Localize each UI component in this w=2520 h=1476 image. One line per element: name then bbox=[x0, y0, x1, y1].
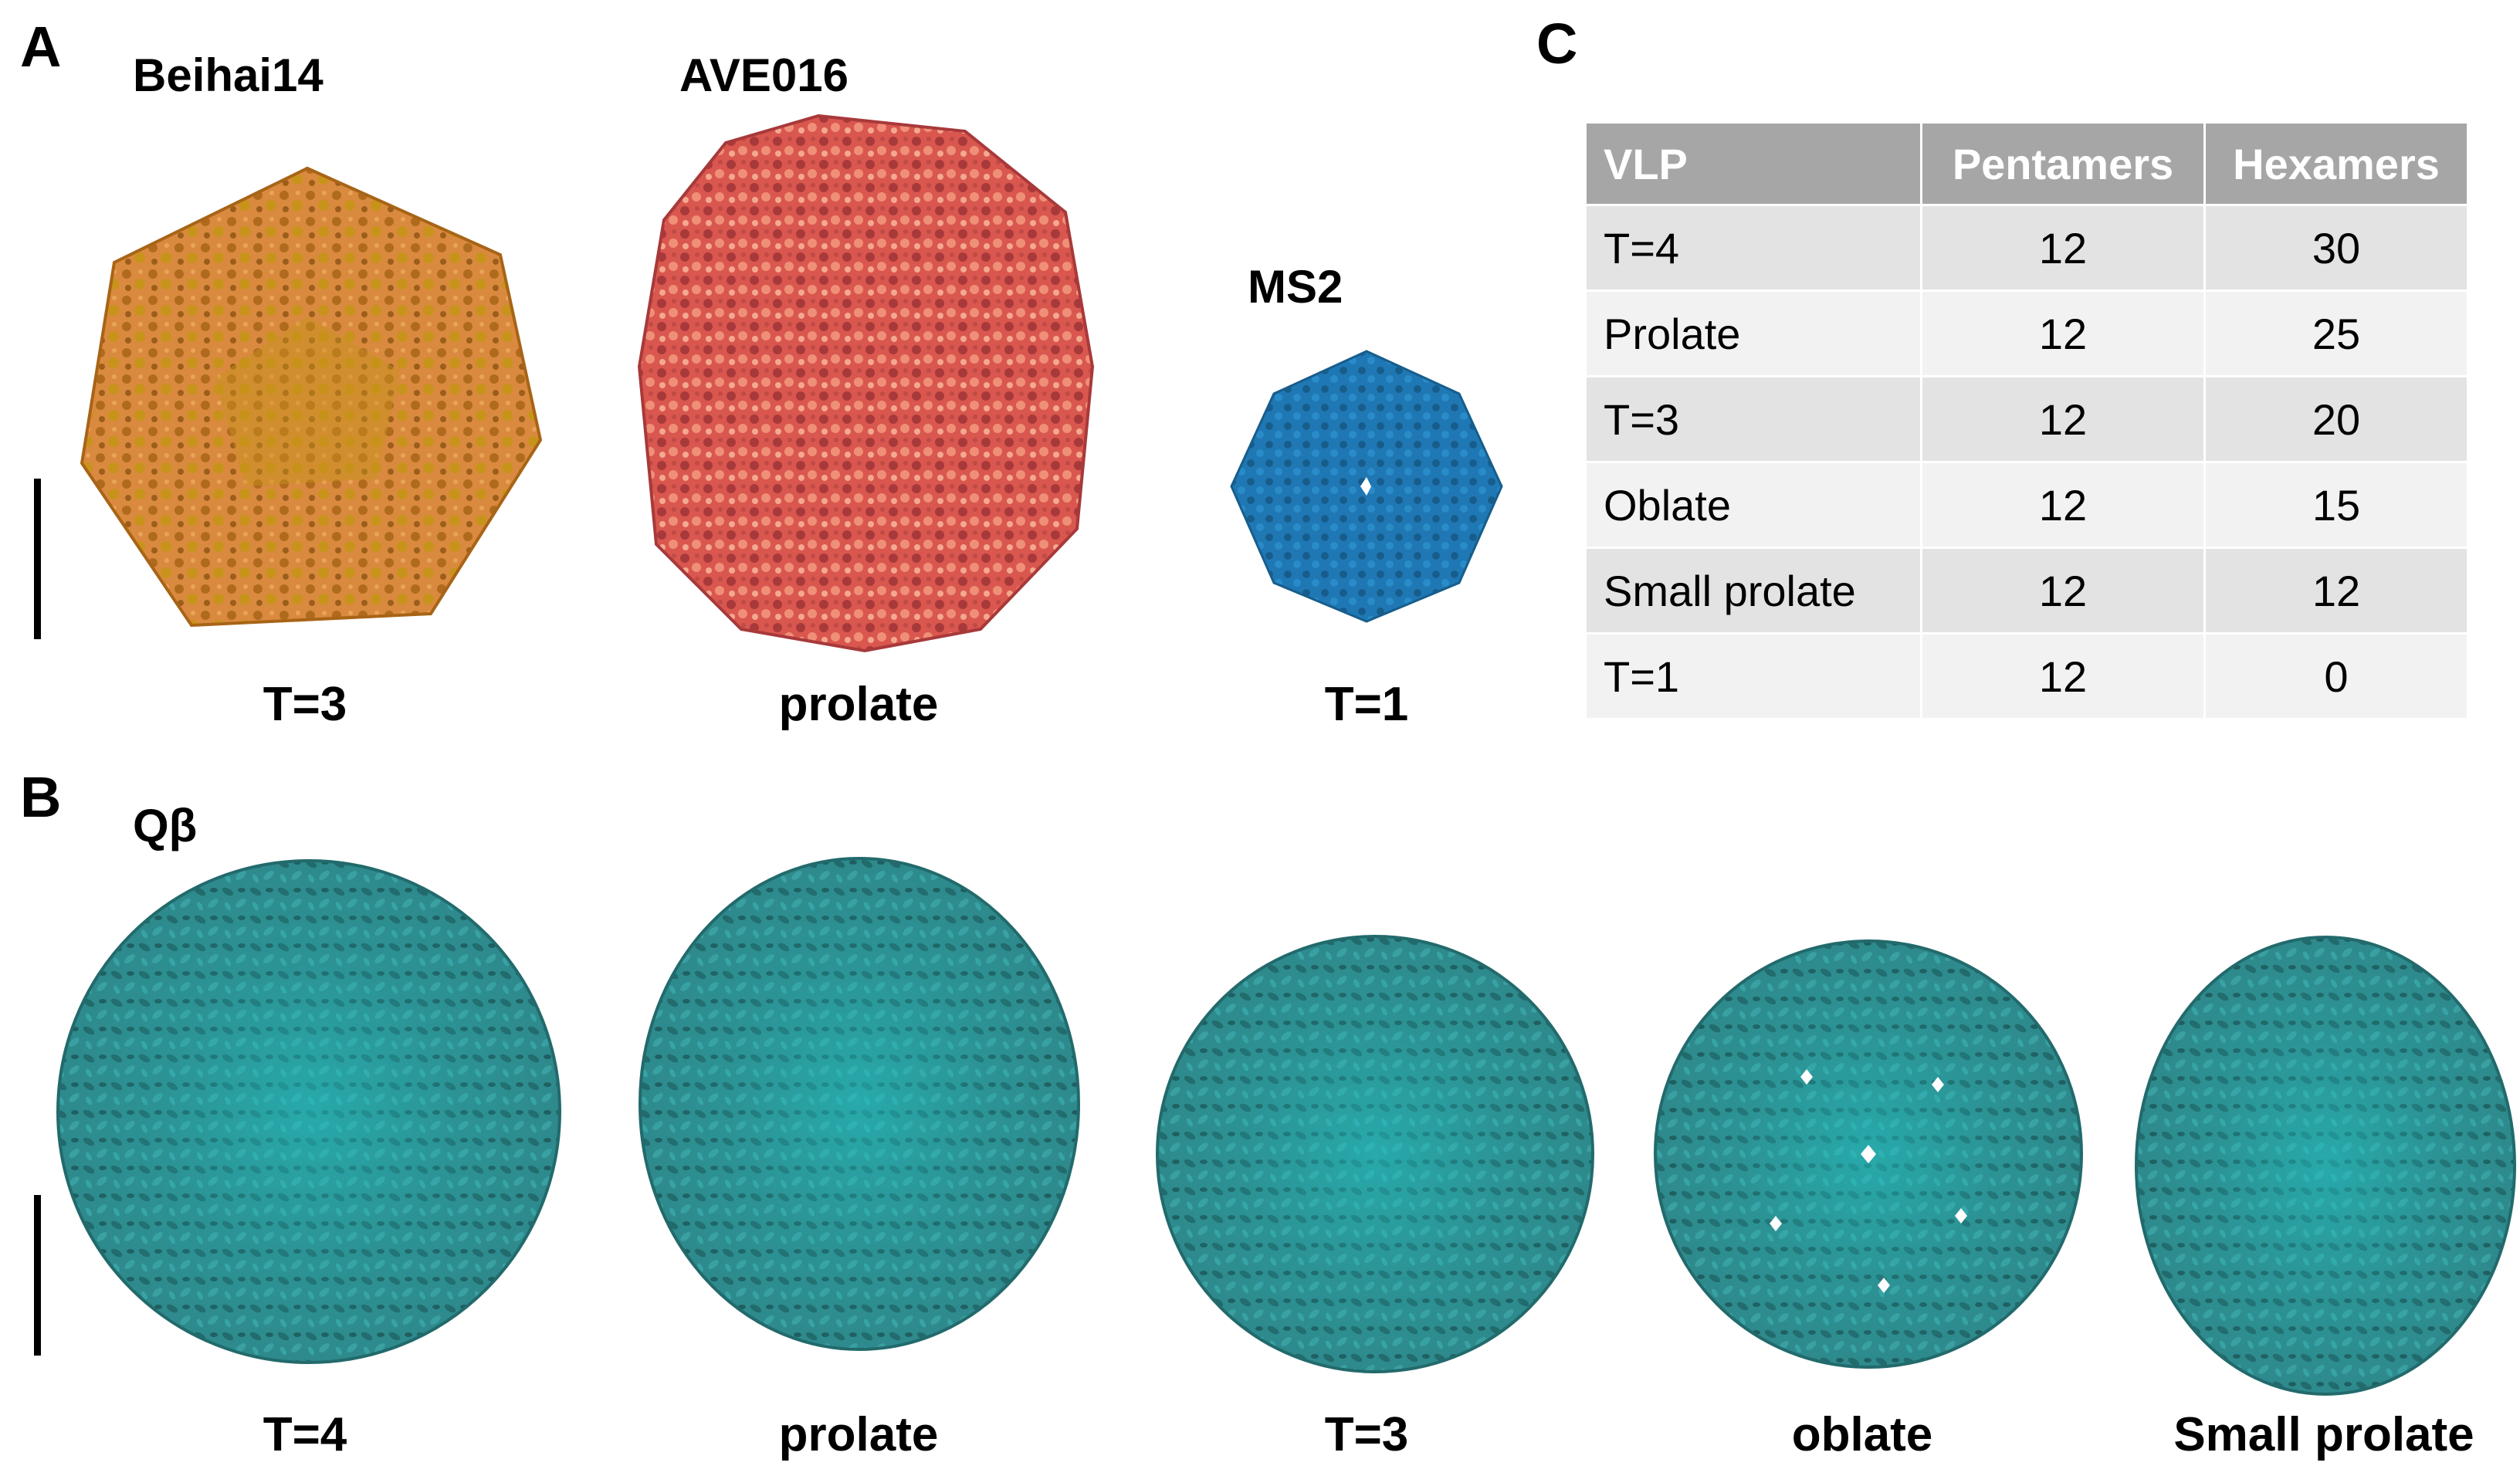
column-header-hexamers: Hexamers bbox=[2203, 121, 2469, 206]
table-cell-hexamers: 0 bbox=[2203, 632, 2469, 720]
table-row: T=3 12 20 bbox=[1584, 375, 2469, 463]
ave016-capsid-image bbox=[637, 113, 1095, 653]
beihai14-name: Beihai14 bbox=[133, 49, 323, 101]
qbeta-prolate-capsid-image bbox=[638, 857, 1080, 1351]
panel-a-label: A bbox=[20, 15, 62, 79]
beihai14-caption: T=3 bbox=[262, 678, 347, 731]
table-cell-pentamers: 12 bbox=[1920, 632, 2206, 720]
qbeta-name: Qβ bbox=[133, 800, 198, 851]
ave016-caption: prolate bbox=[778, 678, 939, 731]
table-cell-vlp: Prolate bbox=[1584, 289, 1922, 377]
qbeta-small-prolate-capsid-image bbox=[2135, 936, 2516, 1396]
column-header-vlp: VLP bbox=[1584, 121, 1922, 206]
table-cell-hexamers: 20 bbox=[2203, 375, 2469, 463]
table-row: T=1 12 0 bbox=[1584, 632, 2469, 720]
qbeta-oblate-caption: oblate bbox=[1791, 1408, 1933, 1461]
panel-c-label: C bbox=[1536, 12, 1578, 76]
table-header-row: VLP Pentamers Hexamers bbox=[1584, 121, 2469, 206]
qbeta-t3-capsid-image bbox=[1156, 935, 1594, 1373]
ms2-name: MS2 bbox=[1248, 261, 1343, 313]
table-cell-vlp: T=3 bbox=[1584, 375, 1922, 463]
qbeta-t4-caption: T=4 bbox=[262, 1408, 347, 1461]
table-cell-vlp: Oblate bbox=[1584, 461, 1922, 549]
table-row: T=4 12 30 bbox=[1584, 204, 2469, 292]
table-cell-pentamers: 12 bbox=[1920, 289, 2206, 377]
scale-bar-b bbox=[34, 1195, 41, 1356]
table-cell-pentamers: 12 bbox=[1920, 461, 2206, 549]
table-cell-hexamers: 15 bbox=[2203, 461, 2469, 549]
table-cell-pentamers: 12 bbox=[1920, 204, 2206, 292]
table-cell-hexamers: 25 bbox=[2203, 289, 2469, 377]
vlp-capsomer-table: VLP Pentamers Hexamers T=4 12 30 Prolate… bbox=[1584, 121, 2469, 720]
ms2-caption: T=1 bbox=[1324, 678, 1409, 731]
table-cell-hexamers: 30 bbox=[2203, 204, 2469, 292]
panel-b-label: B bbox=[20, 765, 62, 829]
table-cell-pentamers: 12 bbox=[1920, 375, 2206, 463]
ms2-capsid-image bbox=[1230, 350, 1503, 623]
table-row: Small prolate 12 12 bbox=[1584, 547, 2469, 635]
table-cell-pentamers: 12 bbox=[1920, 547, 2206, 635]
beihai14-capsid-image bbox=[80, 166, 543, 628]
column-header-pentamers: Pentamers bbox=[1920, 121, 2206, 206]
table-cell-vlp: Small prolate bbox=[1584, 547, 1922, 635]
qbeta-prolate-caption: prolate bbox=[778, 1408, 939, 1461]
qbeta-oblate-capsid-image bbox=[1654, 939, 2083, 1369]
qbeta-small-prolate-caption: Small prolate bbox=[2173, 1408, 2474, 1461]
table-cell-vlp: T=4 bbox=[1584, 204, 1922, 292]
table-cell-vlp: T=1 bbox=[1584, 632, 1922, 720]
table-cell-hexamers: 12 bbox=[2203, 547, 2469, 635]
table-row: Oblate 12 15 bbox=[1584, 461, 2469, 549]
ave016-name: AVE016 bbox=[679, 49, 849, 101]
qbeta-t3-caption: T=3 bbox=[1324, 1408, 1409, 1461]
qbeta-t4-capsid-image bbox=[56, 859, 561, 1364]
table-row: Prolate 12 25 bbox=[1584, 289, 2469, 377]
scale-bar-a bbox=[34, 479, 41, 639]
